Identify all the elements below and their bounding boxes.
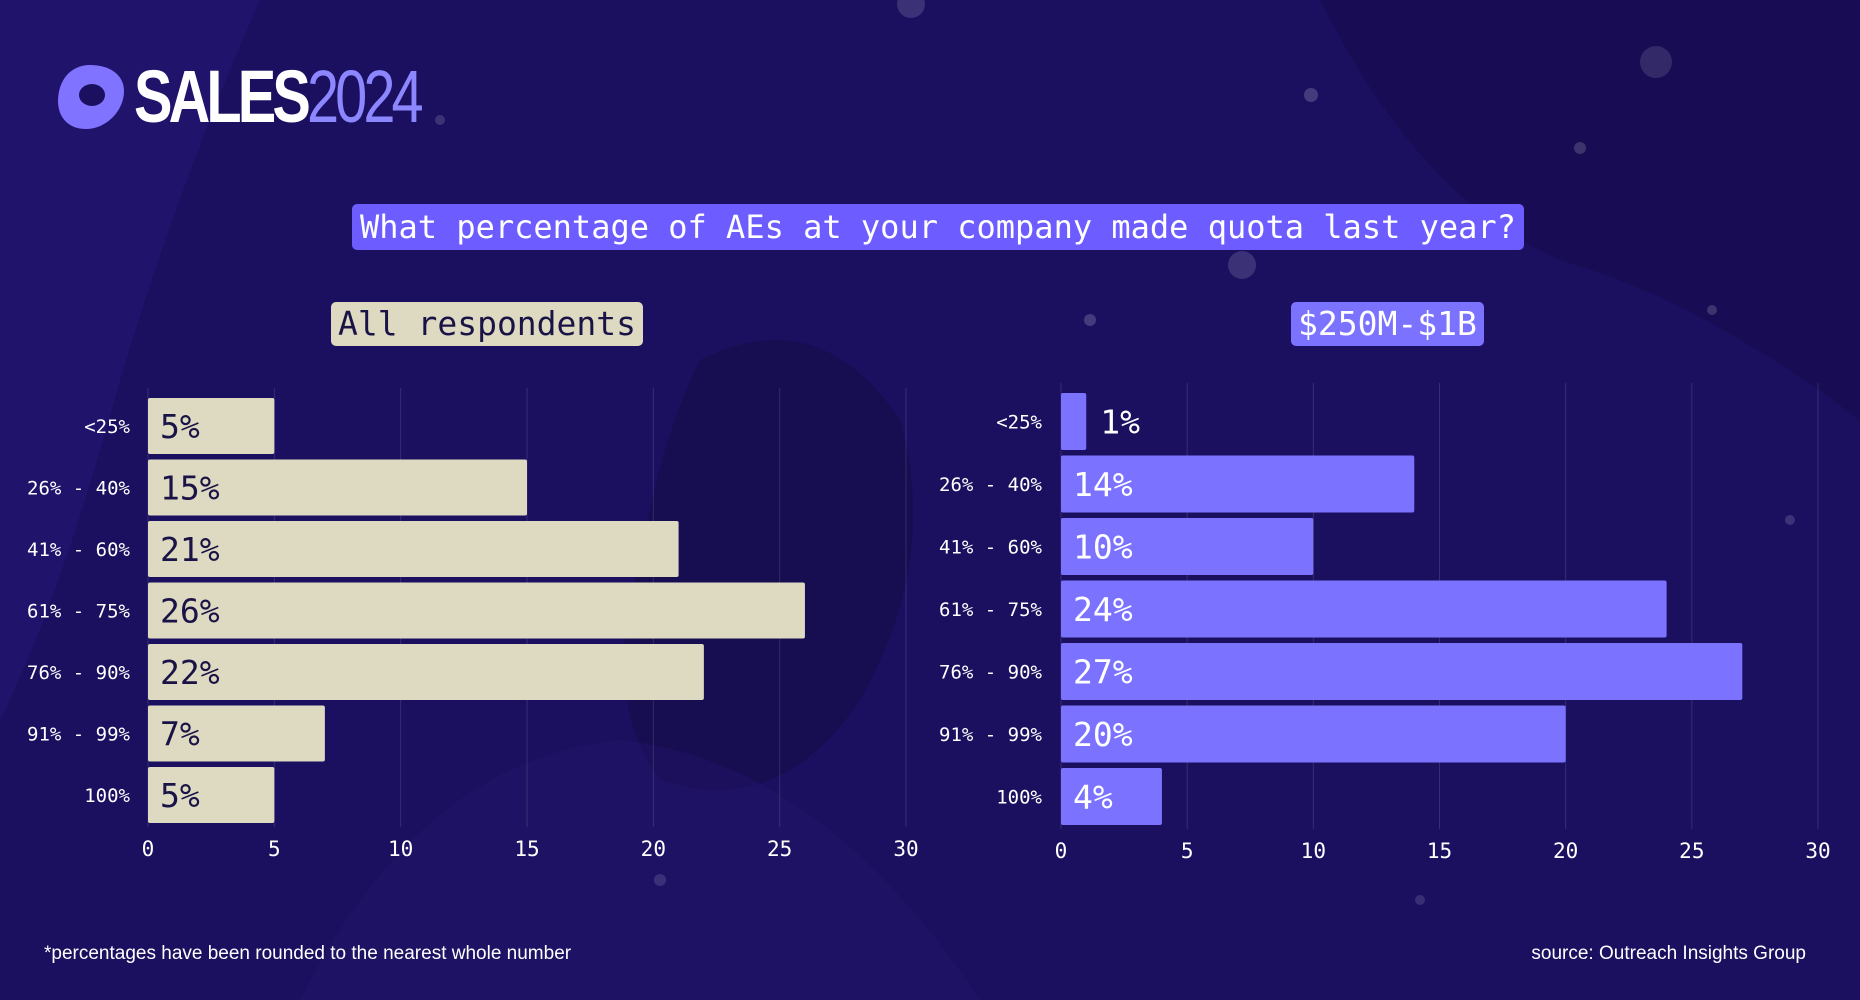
category-label-range-3: 61% - 75% bbox=[939, 599, 1043, 621]
category-label-all-5: 91% - 99% bbox=[27, 724, 131, 746]
data-label-all-2: 21% bbox=[160, 530, 220, 569]
data-label-range-2: 10% bbox=[1073, 528, 1133, 567]
x-tick-label-all-10: 10 bbox=[388, 837, 413, 861]
data-label-all-3: 26% bbox=[160, 592, 220, 631]
category-label-all-4: 76% - 90% bbox=[27, 662, 131, 684]
category-label-all-0: <25% bbox=[84, 416, 130, 438]
panel-title-250m-1b: $250M-$1B bbox=[1291, 302, 1484, 346]
category-label-range-5: 91% - 99% bbox=[939, 724, 1043, 746]
bar-all-6 bbox=[148, 767, 275, 823]
x-tick-label-range-20: 20 bbox=[1553, 839, 1578, 863]
bar-range-0 bbox=[1061, 393, 1087, 450]
data-label-range-3: 24% bbox=[1073, 590, 1133, 629]
bar-all-1 bbox=[148, 459, 527, 516]
data-label-all-4: 22% bbox=[160, 653, 220, 692]
category-label-all-2: 41% - 60% bbox=[27, 539, 131, 561]
panel-title-all-respondents: All respondents bbox=[331, 302, 644, 346]
category-label-range-0: <25% bbox=[996, 412, 1042, 434]
bar-all-2 bbox=[148, 521, 679, 577]
x-tick-label-all-30: 30 bbox=[893, 837, 918, 861]
category-label-range-1: 26% - 40% bbox=[939, 474, 1043, 496]
x-tick-label-range-0: 0 bbox=[1055, 839, 1068, 863]
category-label-range-6: 100% bbox=[996, 787, 1042, 809]
brand-logo: SALES2024 bbox=[54, 60, 500, 134]
x-tick-label-all-25: 25 bbox=[767, 837, 792, 861]
x-tick-label-all-15: 15 bbox=[514, 837, 539, 861]
data-label-all-6: 5% bbox=[160, 776, 200, 815]
x-tick-label-all-20: 20 bbox=[641, 837, 666, 861]
category-label-range-2: 41% - 60% bbox=[939, 537, 1043, 559]
data-label-all-5: 7% bbox=[160, 715, 200, 754]
category-label-range-4: 76% - 90% bbox=[939, 662, 1043, 684]
bar-range-5 bbox=[1061, 705, 1566, 763]
bar-all-3 bbox=[148, 582, 805, 639]
bar-range-1 bbox=[1061, 455, 1415, 513]
bar-range-4 bbox=[1061, 643, 1743, 700]
bar-range-6 bbox=[1061, 768, 1162, 825]
data-label-all-0: 5% bbox=[160, 407, 200, 446]
brand-year: 2024 bbox=[306, 55, 424, 138]
source-note: source: Outreach Insights Group bbox=[1531, 943, 1806, 964]
category-label-all-3: 61% - 75% bbox=[27, 601, 131, 623]
category-label-all-6: 100% bbox=[84, 785, 130, 807]
brand-sales: SALES bbox=[134, 55, 311, 138]
bar-all-4 bbox=[148, 644, 704, 700]
brand-wordmark: SALES2024 bbox=[134, 60, 424, 134]
bar-all-0 bbox=[148, 398, 275, 454]
category-label-all-1: 26% - 40% bbox=[27, 478, 131, 500]
x-tick-label-range-5: 5 bbox=[1181, 839, 1194, 863]
data-label-range-1: 14% bbox=[1073, 465, 1133, 504]
x-tick-label-all-5: 5 bbox=[268, 837, 281, 861]
footnote: *percentages have been rounded to the ne… bbox=[44, 943, 572, 964]
data-label-range-6: 4% bbox=[1073, 778, 1113, 817]
data-label-all-1: 15% bbox=[160, 469, 220, 508]
x-tick-label-range-10: 10 bbox=[1301, 839, 1326, 863]
question-title: What percentage of AEs at your company m… bbox=[352, 204, 1524, 250]
bar-all-5 bbox=[148, 705, 325, 762]
bar-range-3 bbox=[1061, 580, 1667, 638]
x-tick-label-range-25: 25 bbox=[1679, 839, 1704, 863]
outreach-logo-icon bbox=[58, 65, 124, 129]
data-label-range-4: 27% bbox=[1073, 653, 1133, 692]
data-label-range-0: 1% bbox=[1100, 403, 1140, 442]
data-label-range-5: 20% bbox=[1073, 715, 1133, 754]
x-tick-label-range-30: 30 bbox=[1805, 839, 1830, 863]
x-tick-label-range-15: 15 bbox=[1427, 839, 1452, 863]
bar-range-2 bbox=[1061, 518, 1314, 575]
x-tick-label-all-0: 0 bbox=[142, 837, 155, 861]
